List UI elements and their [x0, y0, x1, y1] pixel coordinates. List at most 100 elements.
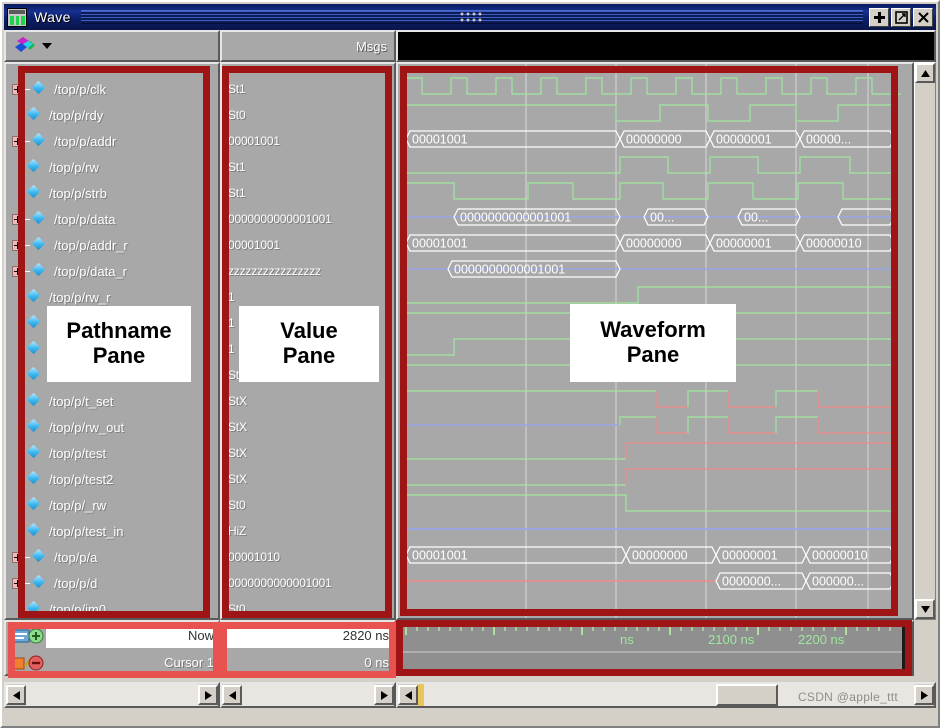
signal-value-row: 1 [222, 336, 394, 362]
restore-button[interactable] [891, 7, 911, 27]
signal-value-label: 1 [228, 290, 235, 304]
now-value-row: 2820 ns [222, 622, 398, 648]
expand-plus-icon[interactable] [12, 577, 23, 589]
objects-diamond-icon[interactable] [14, 36, 38, 56]
signal-row[interactable]: /top/p/rw_r [6, 284, 218, 310]
cursor1-label: Cursor 1 [164, 654, 214, 670]
expand-plus-icon[interactable] [12, 551, 23, 563]
signal-value-row: zzzzzzzzzzzzzzzz [222, 258, 394, 284]
signal-row[interactable]: /top/p/a [6, 544, 218, 570]
signal-value-row: St0 [222, 492, 394, 518]
pathname-scroll-track[interactable] [26, 684, 198, 706]
vertical-scroll-track[interactable] [915, 83, 935, 599]
cursor-value-column: 2820 ns 0 ns [220, 620, 398, 678]
signal-diamond-icon [28, 524, 43, 538]
signal-path-label: /top/p/rw_r [49, 289, 111, 305]
signal-value-row: StX [222, 466, 394, 492]
svg-text:00000000: 00000000 [626, 133, 682, 147]
scroll-up-button[interactable] [915, 63, 935, 83]
waveform-scroll-left-button[interactable] [398, 685, 418, 705]
signal-diamond-icon [28, 602, 43, 616]
svg-text:00000010: 00000010 [812, 549, 868, 563]
close-button[interactable] [913, 7, 933, 27]
signal-value-row: StX [222, 388, 394, 414]
cursor-icon-column: Now Cursor 1 [4, 620, 222, 678]
signal-row[interactable]: /top/p/test2 [6, 466, 218, 492]
time-ruler[interactable]: ns 2100 ns 2200 ns [396, 620, 914, 676]
minimize-button[interactable] [869, 7, 889, 27]
signal-value-row: 1 [222, 310, 394, 336]
expand-plus-icon[interactable] [12, 265, 23, 277]
value-hscrollbar[interactable] [220, 682, 396, 708]
waveform-hscrollbar[interactable] [396, 682, 936, 708]
now-label: Now [187, 627, 214, 643]
signal-row[interactable]: /top/p/addr [6, 128, 218, 154]
signal-path-label: /top/p/t_set [49, 393, 114, 409]
expand-plus-icon[interactable] [12, 135, 23, 147]
signal-row[interactable]: /top/p/clk [6, 76, 218, 102]
signal-value-label: zzzzzzzzzzzzzzzz [228, 264, 321, 278]
signal-value-row: 00001001 [222, 128, 394, 154]
signal-row[interactable]: /top/p/d [6, 570, 218, 596]
pathname-scroll-left-button[interactable] [6, 685, 26, 705]
signal-value-label: 00001010 [228, 550, 280, 564]
svg-text:00000001: 00000001 [722, 549, 778, 563]
expand-plus-icon[interactable] [12, 239, 23, 251]
signal-row[interactable]: /top/p/rw [6, 154, 218, 180]
signal-value-row: St1 [222, 76, 394, 102]
svg-text:2100 ns: 2100 ns [708, 632, 755, 647]
signal-row[interactable]: /top/p/rw_out [6, 414, 218, 440]
expand-plus-icon[interactable] [12, 213, 23, 225]
signal-row[interactable]: /top/p/data [6, 206, 218, 232]
signal-row[interactable]: /top/p/addr_r [6, 232, 218, 258]
signal-value-row: 1 [222, 284, 394, 310]
waveform-vertical-scrollbar[interactable] [914, 62, 936, 620]
signal-row[interactable]: /top/p/data_r [6, 258, 218, 284]
value-scroll-left-button[interactable] [222, 685, 242, 705]
pathname-hscrollbar[interactable] [4, 682, 220, 708]
signal-diamond-icon [28, 446, 43, 460]
chevron-down-icon[interactable] [42, 43, 52, 49]
now-row[interactable]: Now [46, 622, 222, 648]
value-column-header[interactable]: Msgs [220, 30, 396, 62]
waveform-scroll-track[interactable] [418, 684, 914, 706]
svg-text:0000000000001001: 0000000000001001 [460, 211, 571, 225]
signal-value-row: St1 [222, 180, 394, 206]
cursor1-row[interactable]: Cursor 1 [46, 649, 222, 675]
value-scroll-track[interactable] [242, 684, 374, 706]
signal-row[interactable]: /top/p/_rw [6, 492, 218, 518]
signal-row[interactable]: /top/p/strb [6, 180, 218, 206]
signal-path-label: /top/p/clk [54, 81, 107, 97]
tree-connector [23, 270, 30, 272]
cursor-pane: Now Cursor 1 [4, 620, 936, 680]
signal-diamond-icon [28, 342, 43, 356]
value-scroll-right-button[interactable] [374, 685, 394, 705]
signal-row[interactable]: /top/p/test_in [6, 518, 218, 544]
signal-value-label: St0 [228, 108, 246, 122]
add-cursor-icon[interactable] [12, 626, 44, 646]
delete-cursor-icon[interactable] [12, 652, 44, 672]
scroll-down-button[interactable] [915, 599, 935, 619]
signal-row[interactable]: /top/p/rdy [6, 102, 218, 128]
signal-value-label: 00001001 [228, 238, 280, 252]
signal-value-label: St1 [228, 186, 246, 200]
title-grip[interactable] [80, 10, 863, 24]
signal-row[interactable]: /top/p/test [6, 440, 218, 466]
signal-value-row: St1 [222, 154, 394, 180]
tree-connector [23, 218, 30, 220]
signal-row[interactable]: /top/p/t_set [6, 388, 218, 414]
waveform-scroll-thumb[interactable] [716, 684, 778, 706]
signal-path-label: /top/p/addr [54, 133, 117, 149]
signal-value-label: St [228, 368, 239, 382]
svg-text:00000000: 00000000 [632, 549, 688, 563]
expand-plus-icon[interactable] [12, 83, 23, 95]
svg-text:00000010: 00000010 [806, 237, 862, 251]
waveform-scroll-right-button[interactable] [914, 685, 934, 705]
svg-text:00...: 00... [650, 211, 674, 225]
signal-diamond-icon [33, 134, 48, 148]
tree-connector [23, 140, 30, 142]
pathname-column-header[interactable] [4, 30, 220, 62]
signal-row[interactable]: /top/p/im0 [6, 596, 218, 618]
pathname-scroll-right-button[interactable] [198, 685, 218, 705]
